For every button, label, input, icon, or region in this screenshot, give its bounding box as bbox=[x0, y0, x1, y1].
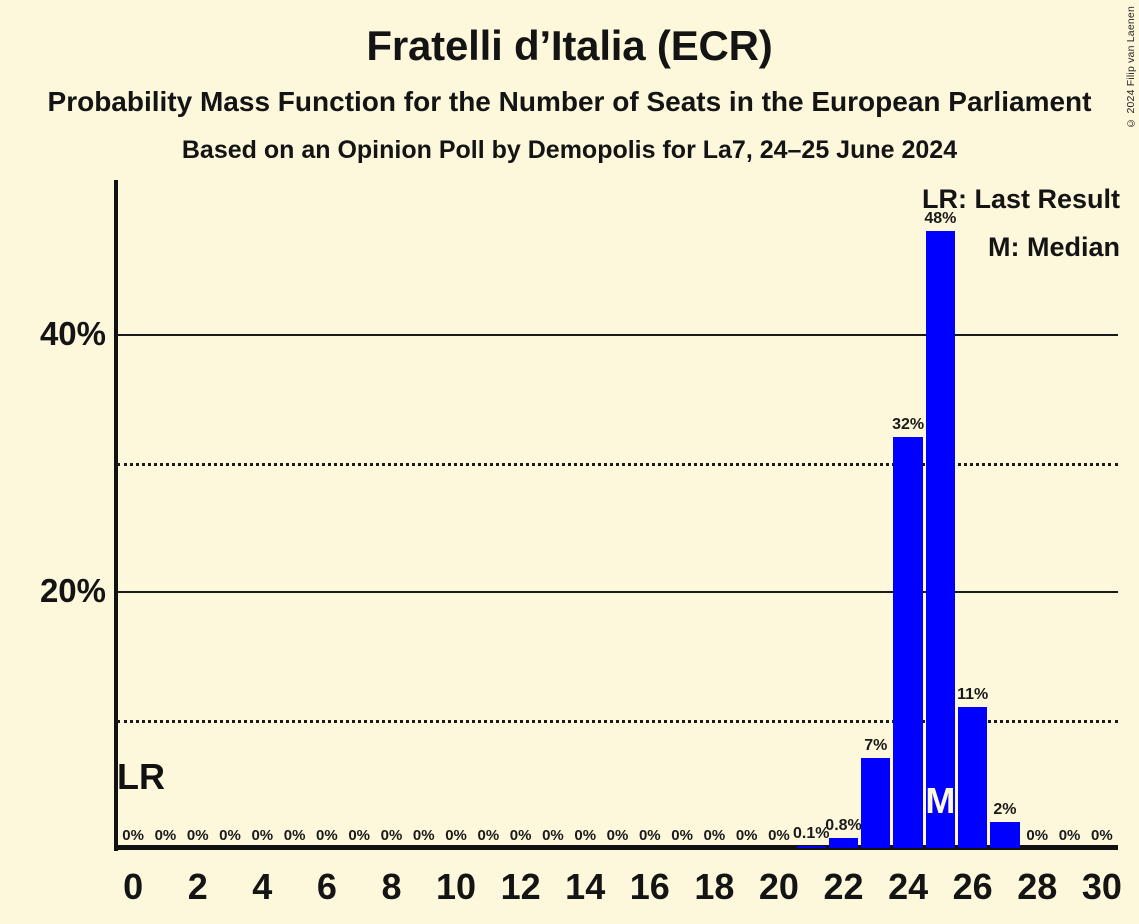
bar-value-label-27: 2% bbox=[993, 801, 1017, 819]
bar-value-label-10: 0% bbox=[445, 827, 467, 844]
legend-last-result: LR: Last Result bbox=[921, 184, 1120, 214]
bar-value-label-2: 0% bbox=[186, 827, 209, 844]
bar-value-label-15: 0% bbox=[606, 827, 629, 844]
bar-value-label-16: 0% bbox=[638, 827, 661, 844]
y-tick-20: 20% bbox=[39, 572, 106, 610]
last-result-marker: LR bbox=[117, 756, 165, 797]
bar-value-label-7: 0% bbox=[348, 827, 371, 844]
bar-seat-24[interactable] bbox=[893, 436, 923, 848]
bar-seat-23[interactable] bbox=[861, 758, 891, 848]
x-tick-2: 2 bbox=[187, 866, 208, 907]
chart-source-line: Based on an Opinion Poll by Demopolis fo… bbox=[181, 136, 958, 164]
bar-value-label-21: 0.1% bbox=[793, 825, 830, 842]
bar-value-label-22: 0.8% bbox=[825, 816, 862, 834]
x-tick-22: 22 bbox=[823, 866, 864, 907]
bar-value-label-9: 0% bbox=[412, 827, 435, 844]
bar-seat-27[interactable] bbox=[990, 822, 1020, 848]
x-tick-30: 30 bbox=[1081, 866, 1122, 907]
x-tick-26: 26 bbox=[952, 866, 993, 907]
bar-value-label-0: 0% bbox=[122, 827, 144, 844]
x-tick-28: 28 bbox=[1017, 866, 1058, 907]
bar-value-label-4: 0% bbox=[251, 827, 274, 844]
page-title: Fratelli d’Italia (ECR) bbox=[366, 22, 773, 69]
bar-value-label-8: 0% bbox=[380, 827, 403, 844]
bar-value-label-18: 0% bbox=[703, 827, 726, 844]
bar-value-label-12: 0% bbox=[509, 827, 532, 844]
bar-value-label-17: 0% bbox=[671, 827, 693, 844]
bar-value-label-24: 32% bbox=[892, 415, 925, 433]
x-axis-line bbox=[114, 845, 1118, 850]
bar-value-label-13: 0% bbox=[542, 827, 564, 844]
bar-value-label-6: 0% bbox=[316, 827, 338, 844]
bar-value-label-11: 0% bbox=[477, 827, 500, 844]
legend-median: M: Median bbox=[988, 232, 1120, 262]
x-tick-6: 6 bbox=[316, 866, 337, 907]
bar-value-label-19: 0% bbox=[735, 827, 758, 844]
chart-subtitle: Probability Mass Function for the Number… bbox=[47, 86, 1092, 117]
x-tick-14: 14 bbox=[565, 866, 606, 907]
x-tick-18: 18 bbox=[694, 866, 735, 907]
bar-value-label-25: 48% bbox=[924, 210, 957, 228]
bar-value-label-1: 0% bbox=[154, 827, 177, 844]
bar-seat-26[interactable] bbox=[958, 706, 988, 848]
bar-value-label-26: 11% bbox=[957, 685, 989, 703]
bar-value-label-14: 0% bbox=[574, 827, 597, 844]
gridline-30 bbox=[117, 462, 1118, 466]
x-tick-10: 10 bbox=[436, 866, 477, 907]
bar-seat-25[interactable] bbox=[925, 231, 956, 848]
x-tick-24: 24 bbox=[888, 866, 929, 907]
bar-value-label-29: 0% bbox=[1058, 827, 1081, 844]
x-tick-20: 20 bbox=[758, 866, 799, 907]
x-tick-16: 16 bbox=[629, 866, 670, 907]
gridline-10 bbox=[117, 719, 1118, 723]
copyright-notice: © 2024 Filip van Laenen bbox=[1125, 6, 1137, 129]
gridline-40 bbox=[117, 334, 1118, 337]
y-tick-40: 40% bbox=[39, 315, 106, 353]
x-tick-0: 0 bbox=[123, 866, 144, 907]
median-marker: M bbox=[925, 780, 956, 821]
bar-value-label-5: 0% bbox=[283, 827, 306, 844]
bar-seat-21[interactable] bbox=[796, 846, 826, 848]
bar-value-label-30: 0% bbox=[1091, 827, 1113, 844]
x-tick-8: 8 bbox=[381, 866, 402, 907]
y-axis-line bbox=[114, 180, 118, 851]
x-tick-12: 12 bbox=[500, 866, 541, 907]
bar-value-label-23: 7% bbox=[864, 737, 888, 755]
x-tick-4: 4 bbox=[252, 866, 273, 907]
gridline-20 bbox=[117, 591, 1118, 594]
bar-seat-22[interactable] bbox=[828, 837, 859, 848]
bar-value-label-28: 0% bbox=[1026, 827, 1049, 844]
plot-area: 0% 0% 0% 0% 0% 0% 0% 0% 0% 0% 0% 0% 0% 0% 0% 0% 0% 0% 0% 0%… bbox=[117, 180, 1118, 848]
bar-value-label-3: 0% bbox=[219, 827, 241, 844]
bar-value-label-20: 0% bbox=[768, 827, 790, 844]
